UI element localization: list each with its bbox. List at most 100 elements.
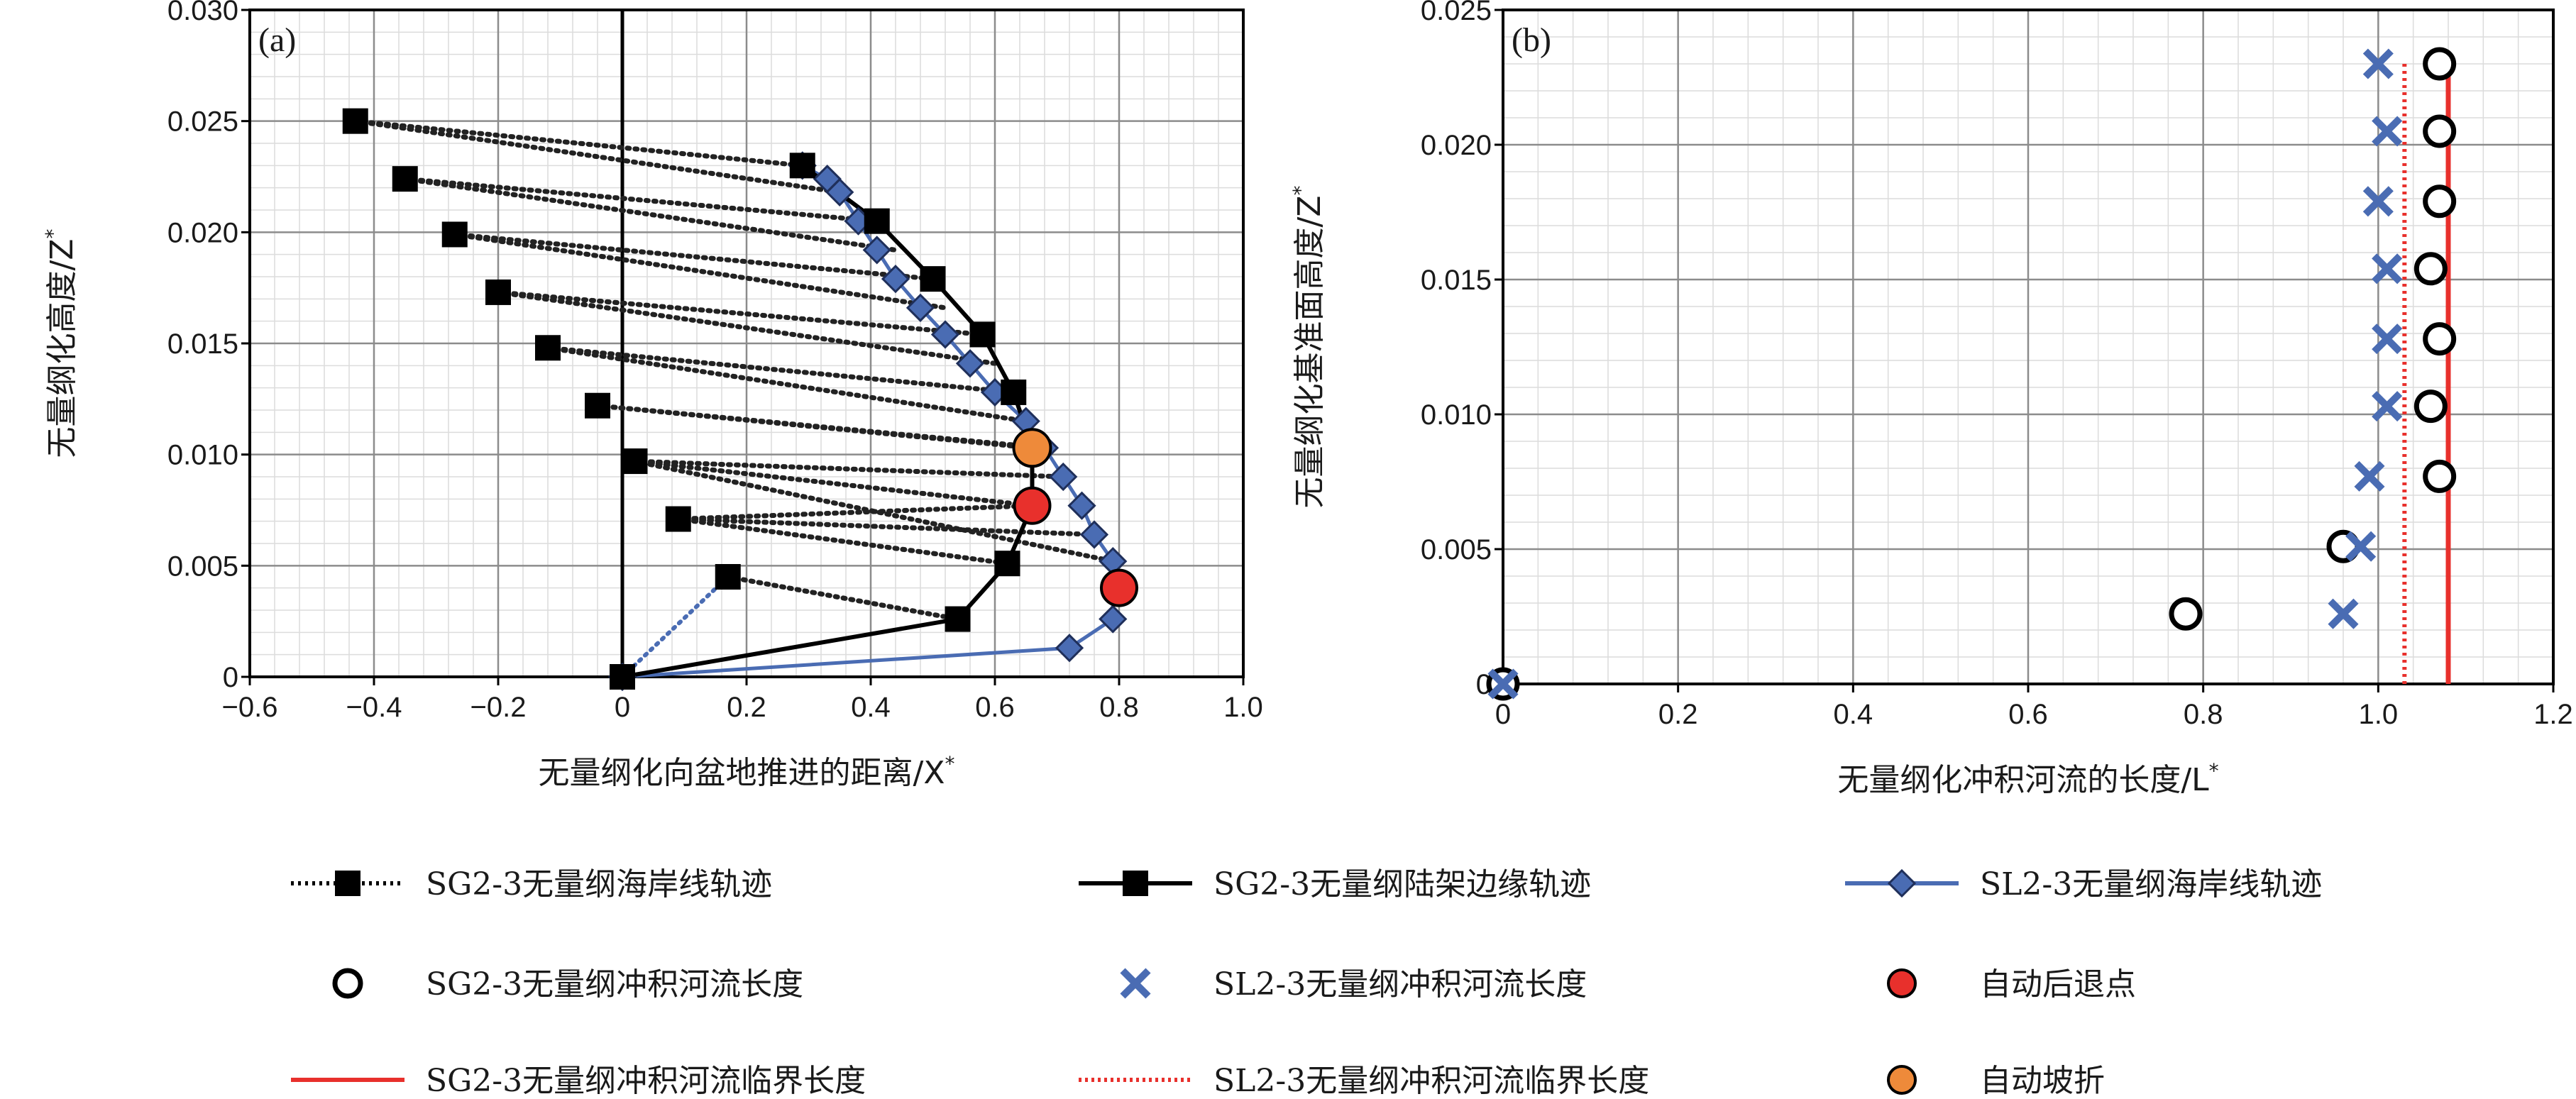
square-marker [1001, 379, 1027, 405]
legend-item: SL2-3无量纲冲积河流临界长度 [1079, 1063, 1649, 1099]
filled-circle-marker [1013, 486, 1052, 525]
shoreline-connector [402, 176, 898, 253]
panel-a: −0.6 −0.4 −0.2 0 0.2 0.4 0.6 0.8 1.0 0 0.005 0.010 0… [41, 0, 1263, 791]
shoreline-connector [495, 289, 985, 337]
x-tick-label: −0.2 [470, 692, 527, 723]
x-marker [2354, 460, 2385, 492]
x-marker [2362, 186, 2394, 217]
x-axis-label-text: 无量纲化向盆地推进的距离/X [539, 755, 945, 791]
shoreline-connector [632, 458, 1066, 480]
legend-label: SG2-3无量纲冲积河流临界长度 [426, 1063, 866, 1099]
panel-b: 0 0.2 0.4 0.6 0.8 1.0 1.2 0 0.005 0.010 0.015 0.020… [1289, 0, 2573, 798]
x-tick-label: 1.0 [2359, 699, 2399, 730]
x-tick-label: 0.2 [1658, 699, 1698, 730]
open-circle-marker [2169, 597, 2203, 631]
x-tick-label: 0.6 [2008, 699, 2048, 730]
x-tick-label: −0.6 [222, 692, 278, 723]
x-marker [2345, 531, 2377, 562]
y-tick-label: 0.025 [167, 106, 238, 138]
filled-circle-marker [1012, 428, 1052, 468]
square-marker [392, 166, 418, 192]
x-marker [2372, 116, 2403, 147]
legend-label: SG2-3无量纲陆架边缘轨迹 [1213, 866, 1591, 902]
shoreline-connector [676, 517, 1097, 537]
square-marker [610, 664, 635, 690]
shoreline-connector [353, 118, 805, 168]
legend-item: 自动坡折 [1887, 1063, 2105, 1099]
legend-label: SG2-3无量纲冲积河流长度 [426, 966, 803, 1003]
legend-label: SL2-3无量纲冲积河流临界长度 [1213, 1063, 1649, 1099]
square-marker [994, 551, 1020, 577]
x-axis-label-sup: * [945, 752, 954, 775]
open-circle-marker [332, 968, 363, 999]
diamond-marker [881, 265, 910, 294]
open-circle-marker [2423, 114, 2457, 148]
diamond-marker [1887, 868, 1917, 898]
legend-label: SG2-3无量纲海岸线轨迹 [426, 866, 772, 902]
x-axis-label-sup: * [2209, 759, 2219, 783]
panel-label: (a) [258, 21, 296, 59]
y-tick-label: 0.015 [1421, 265, 1492, 296]
square-marker [585, 392, 610, 419]
square-marker [665, 506, 691, 532]
x-marker [2372, 253, 2403, 285]
x-marker [2372, 324, 2403, 355]
x-marker [1120, 968, 1151, 999]
legend-label: 自动坡折 [1980, 1063, 2105, 1099]
y-axis-label-sup: * [41, 229, 65, 239]
y-tick-label: 0.010 [167, 440, 238, 471]
x-marker [2362, 48, 2394, 79]
legend-item: SG2-3无量纲陆架边缘轨迹 [1079, 866, 1591, 902]
panel-label: (b) [1512, 21, 1551, 59]
y-tick-label: 0.010 [1421, 399, 1492, 431]
y-axis-label-text: 无量纲化基准面高度/Z [1292, 196, 1328, 509]
shoreline-connector [452, 231, 935, 282]
x-tick-label: 1.0 [1223, 692, 1263, 723]
legend-label: SL2-3无量纲海岸线轨迹 [1980, 866, 2322, 902]
x-axis-label-text: 无量纲化冲积河流的长度/L [1837, 762, 2209, 798]
x-axis-label: 无量纲化冲积河流的长度/L* [1837, 759, 2218, 798]
diamond-marker [955, 349, 985, 378]
diamond-marker [1055, 634, 1084, 663]
filled-circle-marker [1100, 568, 1138, 607]
legend-item: SL2-3无量纲冲积河流长度 [1120, 966, 1587, 1003]
legend-item: 自动后退点 [1887, 966, 2136, 1003]
filled-circle-marker [1887, 968, 1917, 998]
x-tick-label: 0.6 [975, 692, 1015, 723]
open-circle-marker [2423, 322, 2457, 356]
diamond-marker [906, 293, 935, 322]
diamond-marker [813, 165, 842, 194]
y-axis-label-text: 无量纲化高度/Z [44, 239, 80, 458]
shoreline-connector [725, 574, 960, 622]
shoreline-connector [676, 503, 1035, 522]
square-marker [441, 221, 468, 248]
square-marker [920, 266, 946, 292]
x-marker [1487, 668, 1519, 700]
open-circle-marker [2413, 252, 2448, 286]
y-axis-label-sup: * [1289, 186, 1312, 196]
x-tick-label: 0.4 [851, 692, 891, 723]
x-marker [2372, 391, 2403, 422]
diamond-marker [1067, 491, 1096, 520]
shoreline-connector [545, 345, 1016, 395]
square-marker [335, 871, 360, 896]
x-tick-label: 0 [615, 692, 630, 723]
open-circle-marker [2423, 184, 2457, 219]
x-tick-label: 0.4 [1834, 699, 1873, 730]
square-marker [789, 153, 815, 179]
x-tick-label: 0.8 [1099, 692, 1139, 723]
blue-connector [620, 575, 730, 679]
y-axis-label: 无量纲化高度/Z* [41, 229, 80, 458]
diamond-marker [1079, 520, 1109, 549]
diamond-marker [1099, 604, 1128, 634]
y-tick-label: 0.020 [167, 217, 238, 248]
square-marker [1123, 871, 1148, 896]
y-tick-label: 0.005 [167, 551, 238, 582]
shoreline-connector [595, 403, 1047, 451]
legend-item: SL2-3无量纲海岸线轨迹 [1845, 866, 2322, 902]
x-tick-label: 1.2 [2533, 699, 2573, 730]
square-marker [535, 335, 561, 361]
shoreline-connector [402, 176, 880, 224]
y-tick-label: 0.025 [1421, 0, 1492, 26]
shoreline-connector [676, 517, 1010, 566]
